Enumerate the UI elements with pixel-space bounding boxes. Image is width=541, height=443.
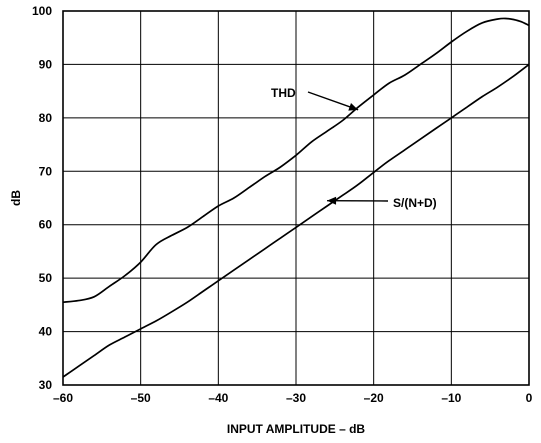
y-tick-label: 60 xyxy=(39,218,53,232)
x-tick-label: –40 xyxy=(208,391,228,405)
annotation-label: THD xyxy=(271,86,296,100)
annotation-label: S/(N+D) xyxy=(393,196,437,210)
x-tick-label: –20 xyxy=(364,391,384,405)
y-tick-label: 70 xyxy=(39,164,53,178)
y-tick-label: 50 xyxy=(39,271,53,285)
y-tick-label: 30 xyxy=(39,378,53,392)
y-tick-label: 80 xyxy=(39,111,53,125)
grid xyxy=(63,11,529,385)
x-axis-title: INPUT AMPLITUDE – dB xyxy=(227,422,366,436)
x-tick-label: –30 xyxy=(286,391,306,405)
x-tick-label: –50 xyxy=(131,391,151,405)
x-tick-label: –10 xyxy=(441,391,461,405)
y-tick-label: 100 xyxy=(32,4,52,18)
x-tick-label: –60 xyxy=(53,391,73,405)
x-tick-label: 0 xyxy=(526,391,533,405)
y-axis-title: dB xyxy=(9,190,23,206)
y-tick-label: 40 xyxy=(39,325,53,339)
y-tick-label: 90 xyxy=(39,57,53,71)
annotation-arrow-head xyxy=(348,103,358,111)
